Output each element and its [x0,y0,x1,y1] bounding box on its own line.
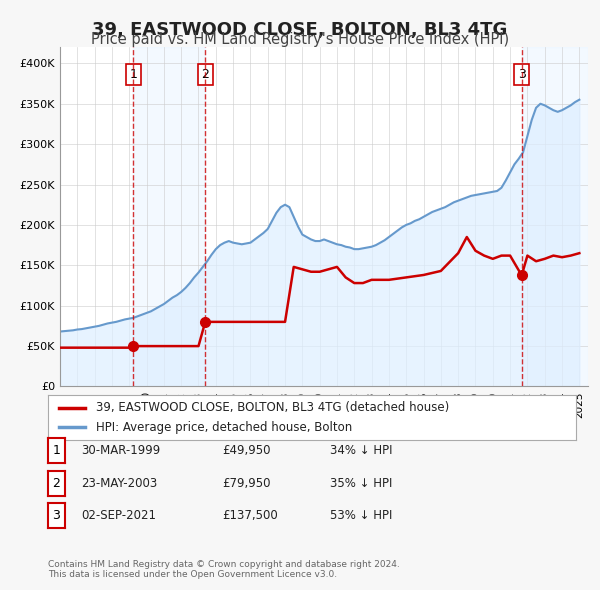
Text: £49,950: £49,950 [222,444,271,457]
Text: £79,950: £79,950 [222,477,271,490]
Text: £137,500: £137,500 [222,509,278,522]
Text: Contains HM Land Registry data © Crown copyright and database right 2024.
This d: Contains HM Land Registry data © Crown c… [48,560,400,579]
Text: 35% ↓ HPI: 35% ↓ HPI [330,477,392,490]
Text: 39, EASTWOOD CLOSE, BOLTON, BL3 4TG: 39, EASTWOOD CLOSE, BOLTON, BL3 4TG [92,21,508,39]
Text: 30-MAR-1999: 30-MAR-1999 [81,444,160,457]
Text: 02-SEP-2021: 02-SEP-2021 [81,509,156,522]
Text: 1: 1 [130,68,137,81]
Text: 34% ↓ HPI: 34% ↓ HPI [330,444,392,457]
Text: 39, EASTWOOD CLOSE, BOLTON, BL3 4TG (detached house): 39, EASTWOOD CLOSE, BOLTON, BL3 4TG (det… [95,401,449,414]
Text: 23-MAY-2003: 23-MAY-2003 [81,477,157,490]
Text: 3: 3 [518,68,526,81]
Text: 2: 2 [202,68,209,81]
Text: 53% ↓ HPI: 53% ↓ HPI [330,509,392,522]
Text: 3: 3 [52,509,61,522]
Text: Price paid vs. HM Land Registry's House Price Index (HPI): Price paid vs. HM Land Registry's House … [91,32,509,47]
Text: 1: 1 [52,444,61,457]
Bar [521,47,588,386]
Text: 2: 2 [52,477,61,490]
Bar [133,47,205,386]
Text: HPI: Average price, detached house, Bolton: HPI: Average price, detached house, Bolt… [95,421,352,434]
